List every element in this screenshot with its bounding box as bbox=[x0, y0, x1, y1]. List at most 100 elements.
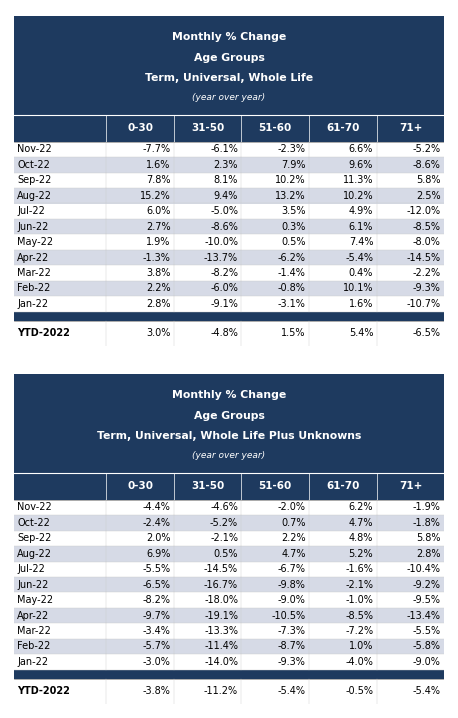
Text: -6.7%: -6.7% bbox=[278, 564, 305, 574]
Text: 9.6%: 9.6% bbox=[349, 160, 373, 170]
Bar bbox=[14, 141, 444, 157]
Bar bbox=[14, 188, 444, 203]
Bar bbox=[14, 670, 444, 679]
Text: -10.7%: -10.7% bbox=[407, 299, 441, 309]
Text: -8.5%: -8.5% bbox=[413, 222, 441, 232]
Text: -14.5%: -14.5% bbox=[407, 253, 441, 263]
Text: 7.8%: 7.8% bbox=[146, 175, 170, 185]
Text: -5.2%: -5.2% bbox=[413, 144, 441, 154]
Text: -1.4%: -1.4% bbox=[278, 268, 305, 278]
Text: -10.5%: -10.5% bbox=[272, 610, 305, 620]
Bar bbox=[14, 515, 444, 531]
Text: -9.3%: -9.3% bbox=[413, 284, 441, 294]
Text: 0.7%: 0.7% bbox=[281, 518, 305, 528]
Text: -4.4%: -4.4% bbox=[142, 503, 170, 513]
Bar bbox=[14, 172, 444, 188]
Text: 6.1%: 6.1% bbox=[349, 222, 373, 232]
Text: 2.8%: 2.8% bbox=[416, 549, 441, 559]
Text: -3.4%: -3.4% bbox=[142, 626, 170, 636]
Text: -8.5%: -8.5% bbox=[345, 610, 373, 620]
Text: 0-30: 0-30 bbox=[127, 123, 153, 133]
Text: (year over year): (year over year) bbox=[192, 93, 266, 103]
Text: YTD-2022: YTD-2022 bbox=[17, 328, 70, 338]
Text: -9.3%: -9.3% bbox=[278, 657, 305, 667]
Text: 3.5%: 3.5% bbox=[281, 206, 305, 216]
Text: Jan-22: Jan-22 bbox=[17, 657, 48, 667]
Text: 3.0%: 3.0% bbox=[146, 328, 170, 338]
Text: 11.3%: 11.3% bbox=[343, 175, 373, 185]
Text: 4.8%: 4.8% bbox=[349, 533, 373, 544]
Text: -5.4%: -5.4% bbox=[278, 686, 305, 696]
Text: 0.5%: 0.5% bbox=[281, 237, 305, 247]
Text: -13.4%: -13.4% bbox=[407, 610, 441, 620]
Text: -3.1%: -3.1% bbox=[278, 299, 305, 309]
Text: -1.3%: -1.3% bbox=[142, 253, 170, 263]
Text: -5.2%: -5.2% bbox=[210, 518, 238, 528]
Text: 4.9%: 4.9% bbox=[349, 206, 373, 216]
Text: 2.7%: 2.7% bbox=[146, 222, 170, 232]
Text: -3.8%: -3.8% bbox=[142, 686, 170, 696]
Text: 13.2%: 13.2% bbox=[275, 191, 305, 201]
Text: -7.2%: -7.2% bbox=[345, 626, 373, 636]
Text: -8.2%: -8.2% bbox=[142, 595, 170, 605]
Text: -8.2%: -8.2% bbox=[210, 268, 238, 278]
Text: Feb-22: Feb-22 bbox=[17, 641, 50, 651]
Text: Feb-22: Feb-22 bbox=[17, 284, 50, 294]
Text: -2.2%: -2.2% bbox=[413, 268, 441, 278]
Text: -2.1%: -2.1% bbox=[345, 579, 373, 589]
Text: (year over year): (year over year) bbox=[192, 452, 266, 460]
Text: 10.2%: 10.2% bbox=[275, 175, 305, 185]
Text: Jul-22: Jul-22 bbox=[17, 564, 45, 574]
Text: -2.4%: -2.4% bbox=[142, 518, 170, 528]
Text: -3.0%: -3.0% bbox=[142, 657, 170, 667]
Text: -5.8%: -5.8% bbox=[413, 641, 441, 651]
Text: Monthly % Change: Monthly % Change bbox=[172, 391, 286, 401]
Bar bbox=[14, 250, 444, 265]
Bar bbox=[14, 219, 444, 234]
Text: 2.2%: 2.2% bbox=[281, 533, 305, 544]
Text: -8.7%: -8.7% bbox=[278, 641, 305, 651]
Text: 8.1%: 8.1% bbox=[214, 175, 238, 185]
Text: -4.6%: -4.6% bbox=[210, 503, 238, 513]
Text: 2.2%: 2.2% bbox=[146, 284, 170, 294]
Text: Mar-22: Mar-22 bbox=[17, 626, 51, 636]
Bar bbox=[14, 608, 444, 623]
Text: -8.6%: -8.6% bbox=[210, 222, 238, 232]
Text: 51-60: 51-60 bbox=[259, 123, 292, 133]
Text: 2.0%: 2.0% bbox=[146, 533, 170, 544]
Text: -5.4%: -5.4% bbox=[413, 686, 441, 696]
Bar bbox=[14, 639, 444, 654]
Text: 6.6%: 6.6% bbox=[349, 144, 373, 154]
Text: 5.4%: 5.4% bbox=[349, 328, 373, 338]
Text: Age Groups: Age Groups bbox=[194, 52, 264, 62]
Text: -9.0%: -9.0% bbox=[413, 657, 441, 667]
Text: -12.0%: -12.0% bbox=[407, 206, 441, 216]
Text: 10.2%: 10.2% bbox=[343, 191, 373, 201]
Text: 4.7%: 4.7% bbox=[281, 549, 305, 559]
Text: 6.9%: 6.9% bbox=[146, 549, 170, 559]
Text: -16.7%: -16.7% bbox=[204, 579, 238, 589]
Text: 1.9%: 1.9% bbox=[146, 237, 170, 247]
Bar bbox=[14, 321, 444, 345]
Text: 61-70: 61-70 bbox=[326, 481, 360, 491]
Text: 3.8%: 3.8% bbox=[146, 268, 170, 278]
Text: May-22: May-22 bbox=[17, 595, 53, 605]
Bar bbox=[14, 679, 444, 704]
Text: -9.0%: -9.0% bbox=[278, 595, 305, 605]
Text: -10.0%: -10.0% bbox=[204, 237, 238, 247]
Text: 1.6%: 1.6% bbox=[349, 299, 373, 309]
Text: 1.5%: 1.5% bbox=[281, 328, 305, 338]
Text: 0.4%: 0.4% bbox=[349, 268, 373, 278]
Text: Jan-22: Jan-22 bbox=[17, 299, 48, 309]
Text: -9.7%: -9.7% bbox=[142, 610, 170, 620]
Text: -1.8%: -1.8% bbox=[413, 518, 441, 528]
Text: 2.5%: 2.5% bbox=[416, 191, 441, 201]
Text: -9.8%: -9.8% bbox=[278, 579, 305, 589]
Bar bbox=[14, 561, 444, 577]
Text: Jul-22: Jul-22 bbox=[17, 206, 45, 216]
Text: Sep-22: Sep-22 bbox=[17, 175, 52, 185]
Text: 61-70: 61-70 bbox=[326, 123, 360, 133]
Text: 7.4%: 7.4% bbox=[349, 237, 373, 247]
Text: 0-30: 0-30 bbox=[127, 481, 153, 491]
Text: -11.2%: -11.2% bbox=[204, 686, 238, 696]
